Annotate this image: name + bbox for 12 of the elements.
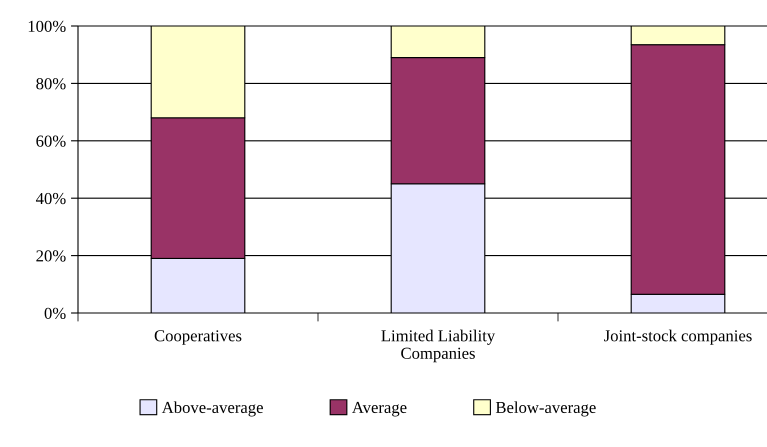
y-tick-label: 40% <box>36 192 66 204</box>
legend-label: Average <box>352 402 406 417</box>
x-tick-label: Joint-stock companies <box>604 330 752 345</box>
y-tick-label: 80% <box>36 78 66 90</box>
x-tick-label: Cooperatives <box>154 330 242 345</box>
legend-label: Above-average <box>162 401 263 417</box>
y-tick-label: 20% <box>36 250 66 262</box>
y-tick-label: 0% <box>44 308 66 319</box>
y-tick-label: 60% <box>36 136 66 147</box>
legend-label: Below-average <box>496 401 596 417</box>
y-tick-label: 100% <box>28 20 66 32</box>
x-tick-label: Limited Liability Companies <box>381 330 496 362</box>
